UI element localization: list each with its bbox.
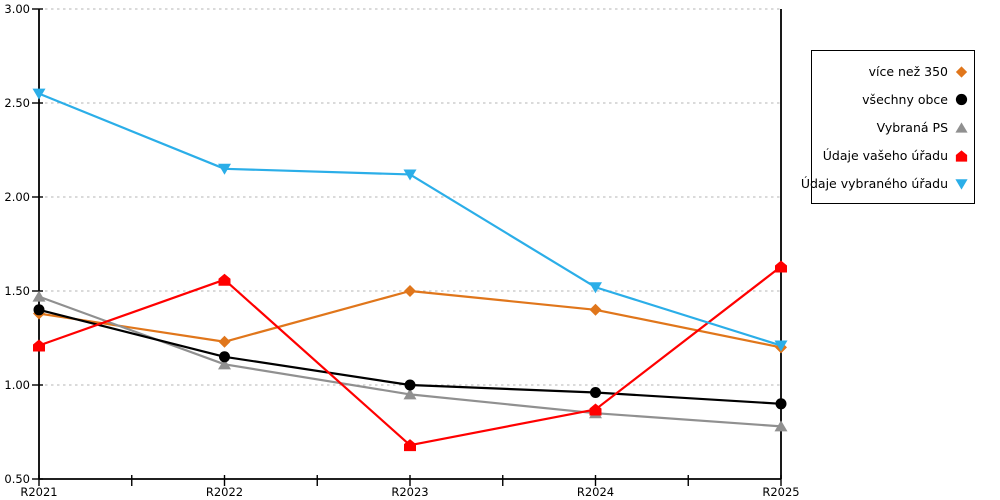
y-tick-label: 2.00 [4,190,30,204]
data-point-marker [219,351,230,363]
data-point-marker [404,285,416,297]
x-tick-label: R2022 [206,485,243,499]
data-point-marker [33,304,45,316]
data-point-marker [775,260,787,273]
legend-item: všechny obce [812,92,974,107]
y-tick-label: 1.00 [4,378,30,392]
data-point-marker [589,303,602,316]
data-point-marker [32,290,46,302]
legend-label: Údaje vybraného úřadu [800,175,948,191]
triangle-down-shape [955,178,968,190]
data-point-marker [404,439,416,452]
series-line [37,92,783,347]
triangle-up-icon [955,121,968,133]
triangle-down-icon [955,178,968,190]
legend-item: Vybraná PS [812,120,974,135]
x-tick-label: R2025 [762,485,799,499]
data-point-marker [589,403,602,416]
legend-label: Vybraná PS [876,119,948,135]
data-point-marker [218,273,231,286]
circle-icon [955,93,968,105]
series-4 [33,260,787,452]
chart-legend: více než 350 všechny obce Vybraná PS Údaje … [801,50,975,204]
legend-item: Údaje vašeho úřadu [812,148,974,163]
y-tick-label: 2.50 [4,96,30,110]
circle-shape [955,93,968,105]
y-tick-label: 0.50 [4,472,30,486]
x-tick-label: R2024 [577,485,614,499]
diamond-icon [955,65,968,78]
data-point-marker [774,340,788,352]
legend-label: více než 350 [868,63,948,79]
x-tick-label: R2023 [391,485,428,499]
data-point-marker [775,398,787,410]
legend-item: více než 350 [812,64,974,79]
y-tick-label: 1.50 [4,284,30,298]
data-point-marker [32,88,46,100]
diamond-shape [955,65,968,78]
y-tick-label: 3.00 [4,2,30,16]
data-point-marker [218,163,231,175]
data-point-marker [218,358,231,370]
legend-item: Údaje vybraného úřadu [801,176,974,191]
data-point-marker [589,282,602,294]
series-1 [33,285,787,354]
triangle-up-shape [955,121,968,133]
pentagon-shape [955,149,968,162]
pentagon-icon [955,149,968,162]
x-tick-label: R2021 [20,485,57,499]
series-2 [33,304,787,410]
series-line [37,295,783,428]
data-point-marker [403,388,417,400]
data-point-marker [404,379,416,391]
series-5 [32,88,788,352]
legend-label: všechny obce [862,91,948,107]
data-point-marker [33,339,45,352]
data-point-marker [774,420,788,432]
data-point-marker [218,335,231,348]
data-point-marker [403,169,417,181]
data-point-marker [590,387,601,399]
legend-label: Údaje vašeho úřadu [822,147,948,163]
